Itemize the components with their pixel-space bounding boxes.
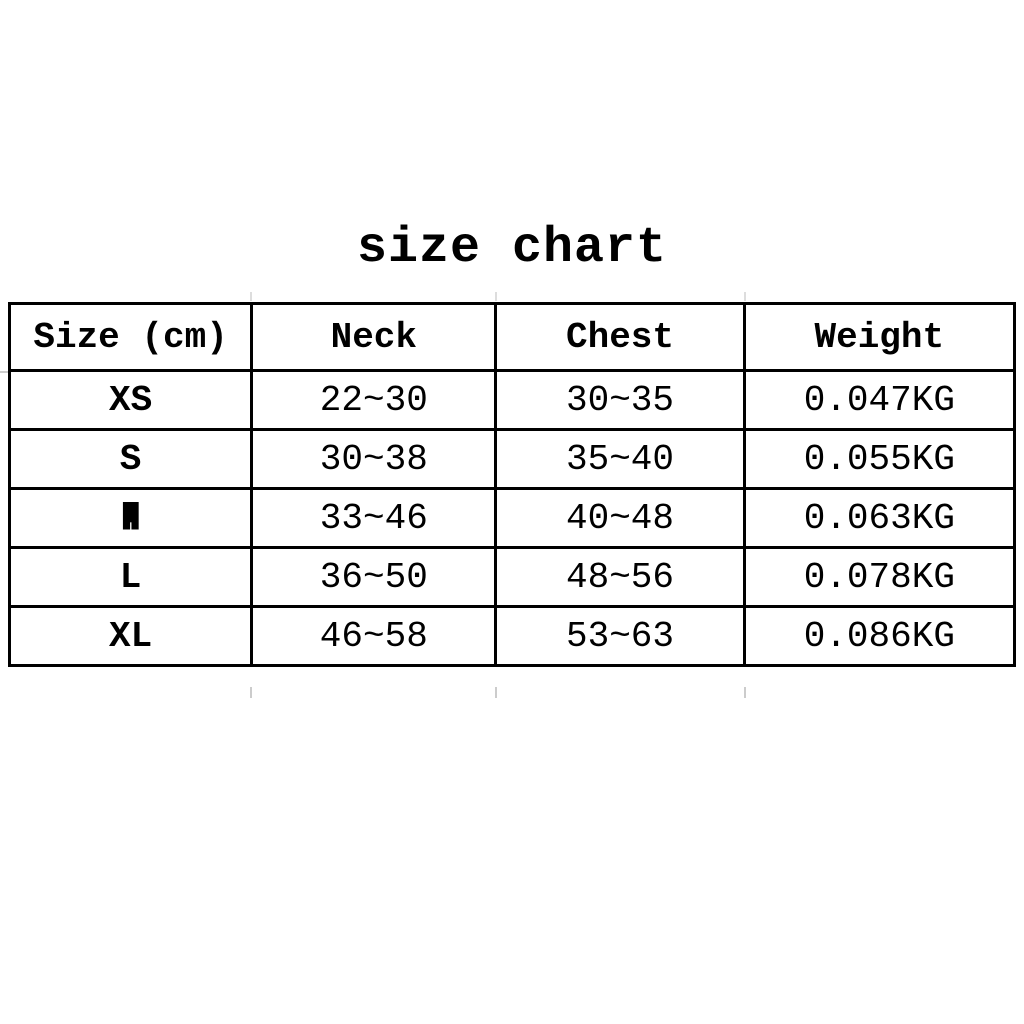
chest-cell-s: 35~40 [494, 428, 746, 490]
weight-cell-l: 0.078KG [742, 546, 1017, 608]
table-row-xl: XL 46~58 53~63 0.086KG [7, 605, 1017, 667]
table-row-m: M 33~46 40~48 0.063KG [7, 487, 1017, 549]
table-row-s: S 30~38 35~40 0.055KG [7, 428, 1017, 490]
gridline-stub [250, 687, 252, 698]
page-title: size chart [356, 220, 668, 277]
size-cell-l: L [7, 546, 254, 608]
gridline-stub [744, 687, 746, 698]
size-cell-m: M [7, 487, 254, 549]
neck-cell-xl: 46~58 [250, 605, 498, 667]
size-chart-table: Size (cm) Neck Chest Weight XS 22~30 30~… [7, 302, 1017, 667]
header-cell-weight: Weight [742, 302, 1017, 372]
table-header-row: Size (cm) Neck Chest Weight [7, 302, 1017, 372]
neck-cell-xs: 22~30 [250, 369, 498, 431]
table-row-xs: XS 22~30 30~35 0.047KG [7, 369, 1017, 431]
size-cell-xs: XS [7, 369, 254, 431]
neck-cell-s: 30~38 [250, 428, 498, 490]
gridline-stub [250, 292, 252, 301]
header-cell-size: Size (cm) [7, 302, 254, 372]
neck-cell-m: 33~46 [250, 487, 498, 549]
size-cell-xl: XL [7, 605, 254, 667]
gridline-stub [0, 371, 8, 373]
gridline-stub [495, 292, 497, 301]
table-row-l: L 36~50 48~56 0.078KG [7, 546, 1017, 608]
header-cell-neck: Neck [250, 302, 498, 372]
chest-cell-m: 40~48 [494, 487, 746, 549]
gridline-stub [495, 687, 497, 698]
size-label-m-block-glyph: M [124, 494, 138, 542]
gridline-stub [744, 292, 746, 301]
size-cell-s: S [7, 428, 254, 490]
weight-cell-xl: 0.086KG [742, 605, 1017, 667]
chest-cell-l: 48~56 [494, 546, 746, 608]
weight-cell-m: 0.063KG [742, 487, 1017, 549]
chest-cell-xs: 30~35 [494, 369, 746, 431]
neck-cell-l: 36~50 [250, 546, 498, 608]
weight-cell-s: 0.055KG [742, 428, 1017, 490]
weight-cell-xs: 0.047KG [742, 369, 1017, 431]
chest-cell-xl: 53~63 [494, 605, 746, 667]
header-cell-chest: Chest [494, 302, 746, 372]
